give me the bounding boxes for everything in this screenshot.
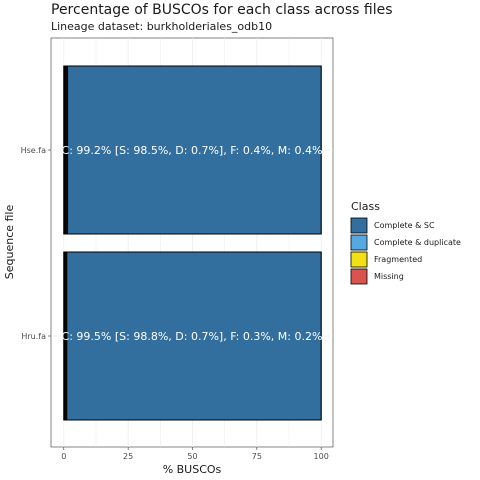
x-tick-label: 75 (252, 452, 262, 461)
y-axis-title: Sequence file (3, 205, 16, 280)
legend: Class Complete & SC Complete & duplicate F… (350, 200, 461, 285)
x-axis: 0 25 50 75 100 (61, 447, 329, 461)
legend-label: Complete & duplicate (374, 238, 461, 247)
x-axis-title: % BUSCOs (163, 463, 222, 476)
bar-outline (63, 251, 322, 421)
legend-label: Fragmented (374, 255, 422, 264)
legend-title: Class (351, 200, 380, 213)
chart-subtitle: Lineage dataset: burkholderiales_odb10 (51, 20, 272, 33)
x-tick-label: 100 (314, 452, 329, 461)
bar-segment-complete-sc (66, 251, 322, 421)
bar-label: C: 99.2% [S: 98.5%, D: 0.7%], F: 0.4%, M… (62, 144, 323, 157)
bar-labels-group: C: 99.2% [S: 98.5%, D: 0.7%], F: 0.4%, M… (62, 144, 323, 343)
y-tick-label: Hru.fa (21, 332, 46, 341)
legend-label: Complete & SC (374, 221, 435, 230)
x-tick-label: 50 (187, 452, 197, 461)
legend-swatch (350, 268, 368, 285)
legend-swatch (350, 234, 368, 251)
x-tick-label: 25 (123, 452, 133, 461)
y-axis: Hse.fa Hru.fa (21, 146, 51, 341)
bar-outline (63, 65, 322, 235)
legend-swatch (350, 251, 368, 268)
bar-label: C: 99.5% [S: 98.8%, D: 0.7%], F: 0.3%, M… (62, 330, 323, 343)
y-tick-label: Hse.fa (21, 146, 46, 155)
bars-group (63, 65, 322, 421)
x-tick-label: 0 (61, 452, 66, 461)
chart-title: Percentage of BUSCOs for each class acro… (51, 2, 393, 18)
legend-label: Missing (374, 272, 404, 281)
legend-swatch (350, 217, 368, 234)
